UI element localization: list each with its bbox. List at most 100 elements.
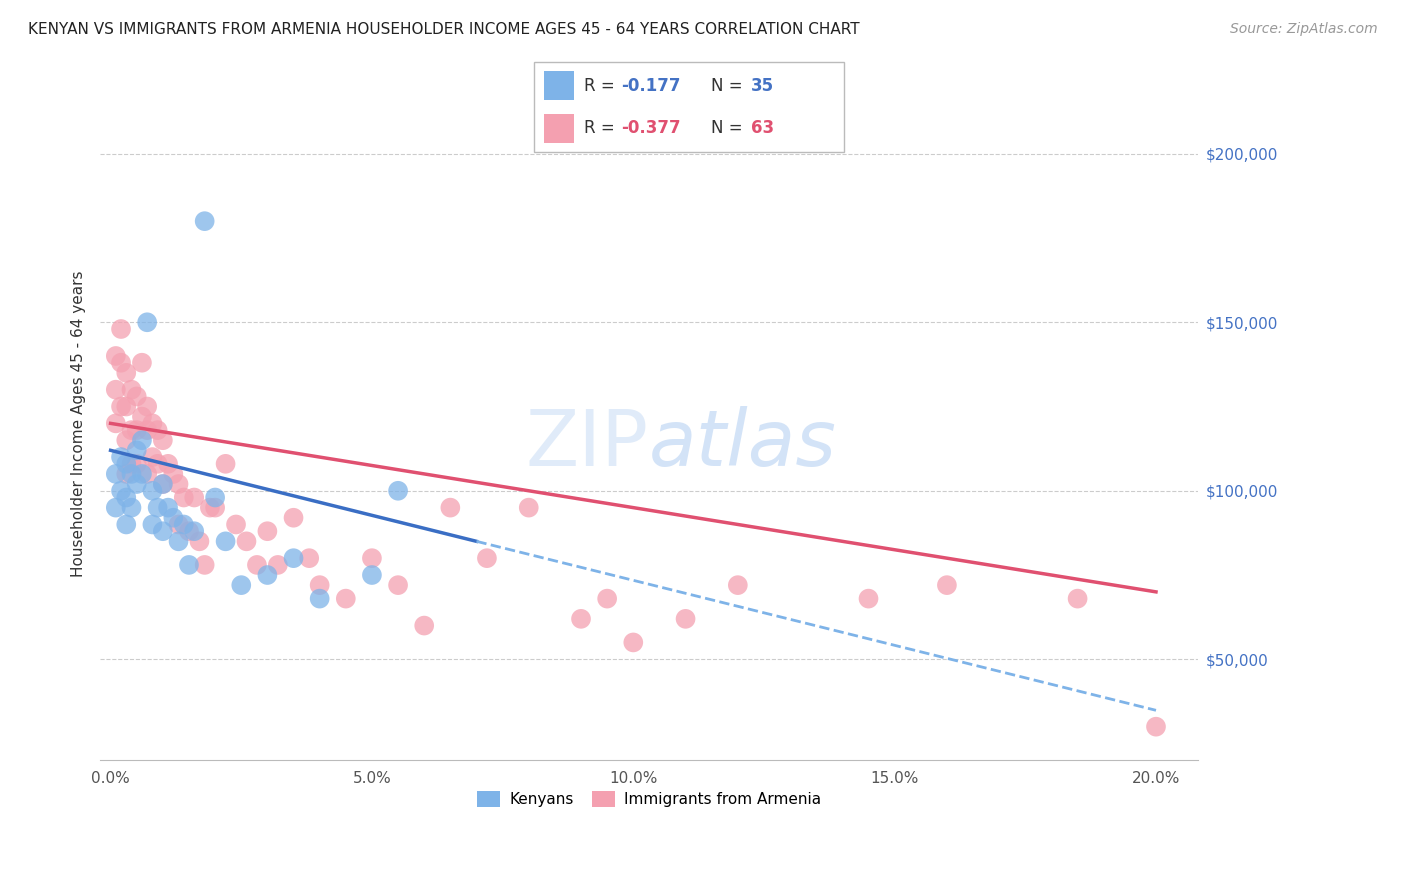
Point [162,467,184,481]
Point [183,491,205,505]
FancyBboxPatch shape [534,62,844,152]
Point [136,400,159,414]
Point [173,517,195,532]
Point [141,483,163,498]
Point [727,578,749,592]
Point [131,356,153,370]
Point [136,423,159,437]
Point [177,558,200,572]
Point [173,491,195,505]
Text: -0.377: -0.377 [621,120,681,137]
Point [136,467,159,481]
Point [308,591,330,606]
Point [387,578,409,592]
Point [152,434,174,448]
Point [110,356,132,370]
Point [596,591,619,606]
Point [104,349,127,363]
Point [335,591,357,606]
Point [465,770,488,784]
Point [115,366,138,380]
Text: Source: ZipAtlas.com: Source: ZipAtlas.com [1230,22,1378,37]
Point [194,214,217,228]
Point [152,477,174,491]
Point [167,534,190,549]
Y-axis label: Householder Income Ages 45 - 64 years: Householder Income Ages 45 - 64 years [72,270,86,576]
Point [167,477,190,491]
Point [136,315,159,329]
Point [121,383,143,397]
Point [110,400,132,414]
Bar [544,114,575,143]
Point [235,534,257,549]
Point [141,450,163,464]
Point [214,534,236,549]
Point [157,500,180,515]
Point [110,450,132,464]
Point [110,483,132,498]
Point [146,457,169,471]
Point [198,500,221,515]
Point [115,517,138,532]
Point [225,517,247,532]
Point [256,568,278,582]
Point [146,500,169,515]
Point [115,457,138,471]
Point [131,467,153,481]
Point [283,551,305,566]
Point [110,322,132,336]
Point [146,423,169,437]
Point [188,534,211,549]
Text: 35: 35 [751,77,773,95]
Point [246,558,269,572]
Point [177,524,200,539]
Point [1066,591,1088,606]
Point [214,457,236,471]
Point [621,635,644,649]
Text: -0.177: -0.177 [621,77,681,95]
Point [204,491,226,505]
Point [121,467,143,481]
Point [439,500,461,515]
Point [121,423,143,437]
Point [125,423,148,437]
Point [361,551,384,566]
Point [267,558,290,572]
Point [675,612,697,626]
Point [935,578,957,592]
Point [157,457,180,471]
Text: ZIP: ZIP [526,406,650,482]
Point [152,524,174,539]
Point [183,524,205,539]
Bar [544,71,575,100]
Point [387,483,409,498]
Point [115,400,138,414]
Point [162,510,184,524]
Point [475,551,498,566]
Text: N =: N = [710,77,748,95]
Point [125,389,148,403]
Point [131,409,153,424]
Point [115,491,138,505]
Point [115,434,138,448]
Point [121,457,143,471]
Point [125,443,148,458]
Point [204,500,226,515]
Text: N =: N = [710,120,748,137]
Point [121,500,143,515]
Point [125,477,148,491]
Point [231,578,253,592]
Text: KENYAN VS IMMIGRANTS FROM ARMENIA HOUSEHOLDER INCOME AGES 45 - 64 YEARS CORRELAT: KENYAN VS IMMIGRANTS FROM ARMENIA HOUSEH… [28,22,859,37]
Point [569,612,592,626]
Point [125,457,148,471]
Point [1144,720,1167,734]
Point [141,517,163,532]
Point [858,591,880,606]
Point [308,578,330,592]
Point [194,558,217,572]
Text: R =: R = [583,77,620,95]
Point [141,417,163,431]
Point [104,500,127,515]
Point [517,500,540,515]
Point [104,467,127,481]
